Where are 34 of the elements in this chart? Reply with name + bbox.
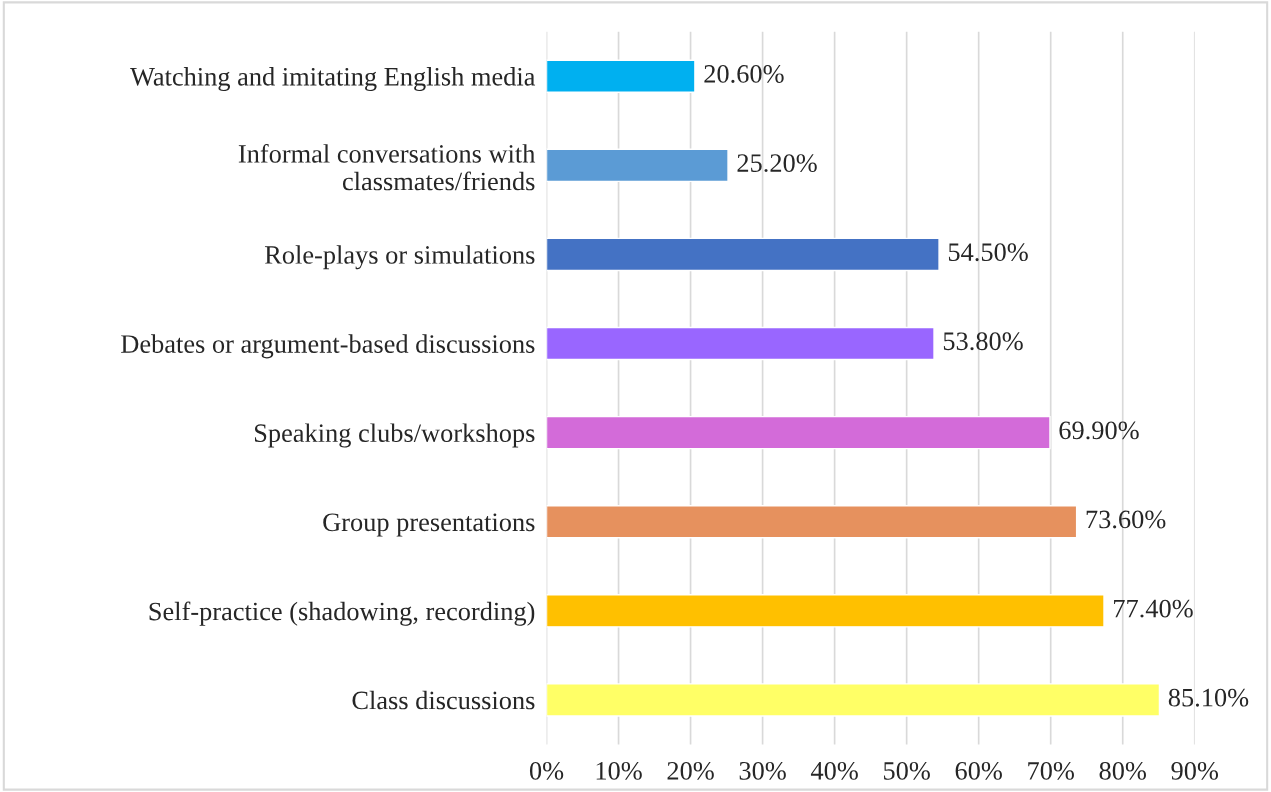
x-tick-label: 60% (955, 761, 1002, 780)
y-tick-label: Group presentations (323, 513, 535, 537)
x-tick-label: 80% (1099, 761, 1146, 780)
data-label: 20.60% (704, 65, 784, 83)
y-tick-label: Self-practice (shadowing, recording) (149, 601, 535, 626)
x-tick-label: 30% (739, 761, 786, 780)
x-tick-label: 10% (596, 761, 642, 780)
bar (546, 59, 696, 93)
x-tick-label: 50% (884, 761, 930, 780)
y-tick-label: Informal conversations with classmates/friends (238, 143, 536, 191)
data-label: 25.20% (737, 154, 817, 173)
data-label: 77.40% (1114, 599, 1193, 618)
y-tick-label: Speaking clubs/workshops (254, 423, 535, 448)
bar (546, 415, 1051, 450)
data-label: 73.60% (1086, 510, 1166, 529)
x-tick-label: 40% (810, 761, 858, 780)
bar (546, 594, 1105, 628)
bar (546, 504, 1078, 539)
x-tick-label: 90% (1171, 761, 1219, 780)
data-label: 69.90% (1059, 421, 1139, 440)
x-tick-label: 20% (667, 761, 714, 780)
bar (546, 683, 1161, 717)
x-tick-label: 0% (529, 761, 564, 780)
data-label: 54.50% (948, 243, 1028, 262)
data-label: 85.10% (1168, 688, 1249, 707)
y-tick-label: Class discussions (352, 690, 535, 710)
y-tick-label: Debates or argument-based discussions (121, 334, 535, 359)
bar (546, 326, 935, 361)
y-tick-label: Role-plays or simulations (264, 245, 535, 270)
data-label: 53.80% (943, 332, 1023, 351)
y-tick-label: Watching and imitating English media (130, 67, 536, 92)
bar (546, 237, 940, 272)
x-tick-label: 70% (1028, 761, 1074, 780)
bar (546, 148, 729, 183)
